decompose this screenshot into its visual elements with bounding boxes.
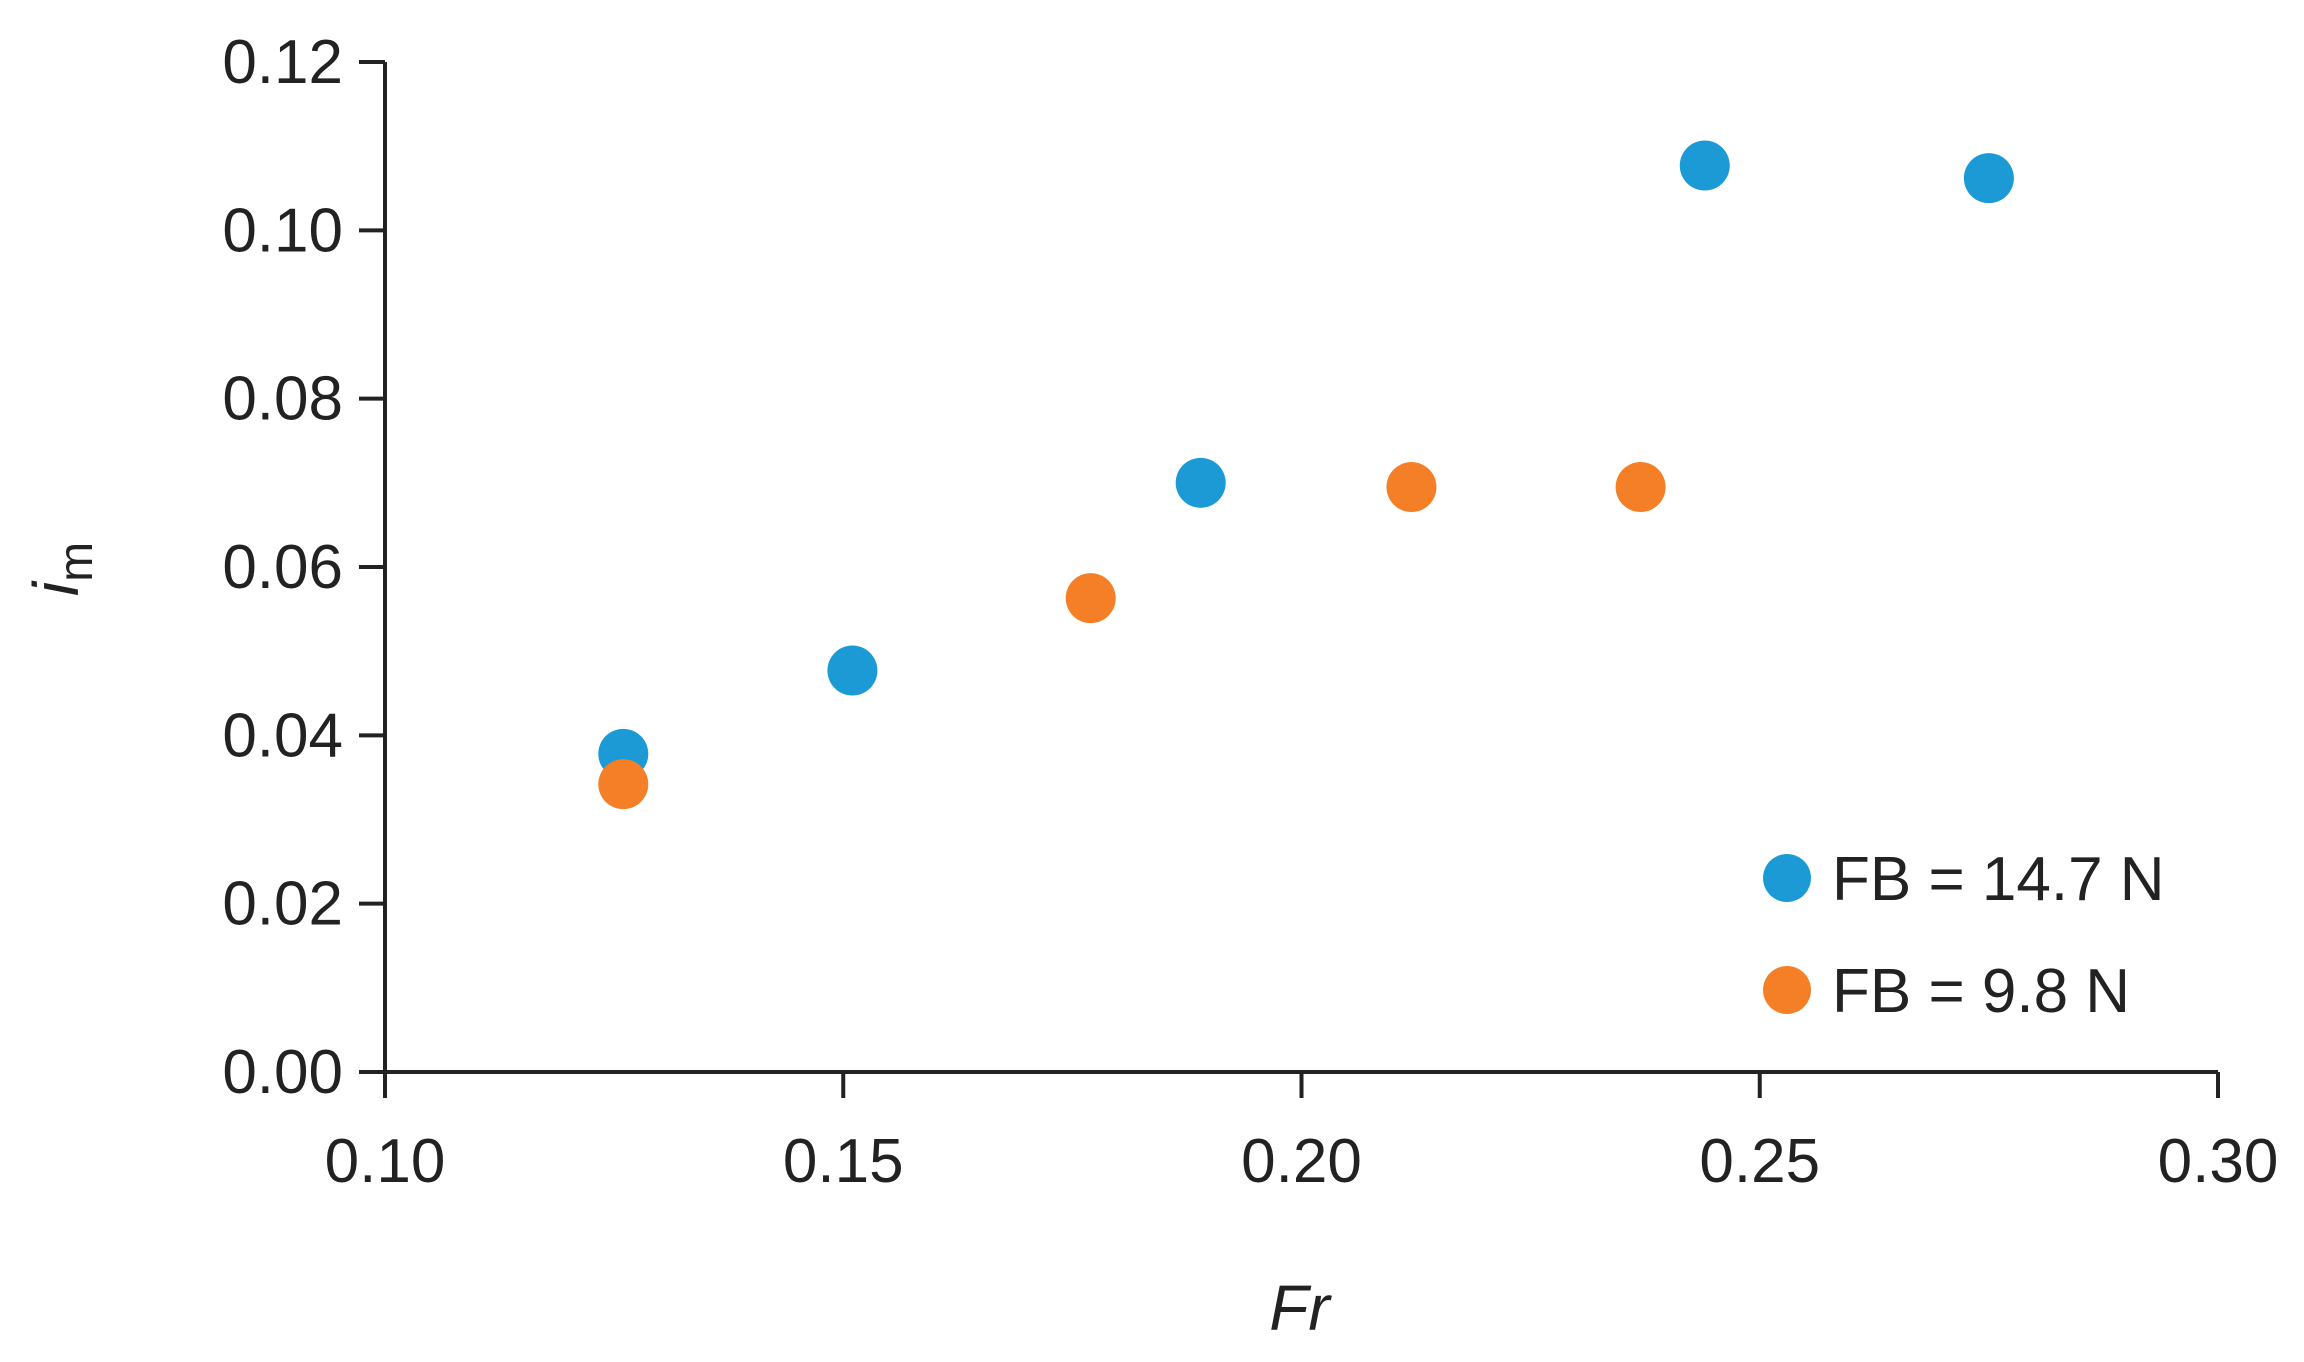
y-tick-label: 0.06 [222, 533, 343, 602]
y-tick-label: 0.12 [222, 28, 343, 97]
y-tick-label: 0.08 [222, 365, 343, 434]
y-axis-title-subscript: m [50, 542, 103, 582]
legend: FB = 14.7 N FB = 9.8 N [1763, 845, 2165, 1026]
data-point-series-1 [827, 645, 878, 696]
legend-marker-series-1 [1763, 854, 1811, 902]
y-tick-label: 0.04 [222, 701, 343, 770]
data-points [598, 140, 2014, 810]
y-axis-title: im [20, 542, 103, 596]
data-point-series-1 [1679, 140, 1730, 191]
data-point-series-2 [1386, 462, 1437, 513]
data-point-series-1 [1963, 153, 2014, 204]
x-tick-label: 0.10 [325, 1127, 446, 1196]
data-point-series-1 [1175, 457, 1226, 508]
y-tick-label: 0.00 [222, 1038, 343, 1107]
x-ticks: 0.10 0.15 0.20 0.25 0.30 [325, 1072, 2279, 1196]
legend-label-series-1: FB = 14.7 N [1832, 845, 2165, 914]
data-point-series-2 [1615, 462, 1666, 513]
x-tick-label: 0.20 [1241, 1127, 1362, 1196]
x-tick-label: 0.25 [1699, 1127, 1820, 1196]
x-tick-label: 0.15 [783, 1127, 904, 1196]
data-point-series-2 [598, 759, 649, 810]
x-axis-title: Fr [1269, 1272, 1332, 1344]
y-axis-title-main: i [20, 580, 92, 596]
y-tick-label: 0.10 [222, 196, 343, 265]
y-ticks: 0.00 0.02 0.04 0.06 0.08 0.10 0.12 [222, 28, 385, 1107]
axes: 0.00 0.02 0.04 0.06 0.08 0.10 0.12 0.10 0.15 0.2… [222, 28, 2278, 1196]
data-point-series-2 [1065, 573, 1116, 624]
legend-marker-series-2 [1763, 966, 1811, 1014]
x-tick-label: 0.30 [2158, 1127, 2279, 1196]
legend-label-series-2: FB = 9.8 N [1832, 957, 2130, 1026]
y-tick-label: 0.02 [222, 870, 343, 939]
